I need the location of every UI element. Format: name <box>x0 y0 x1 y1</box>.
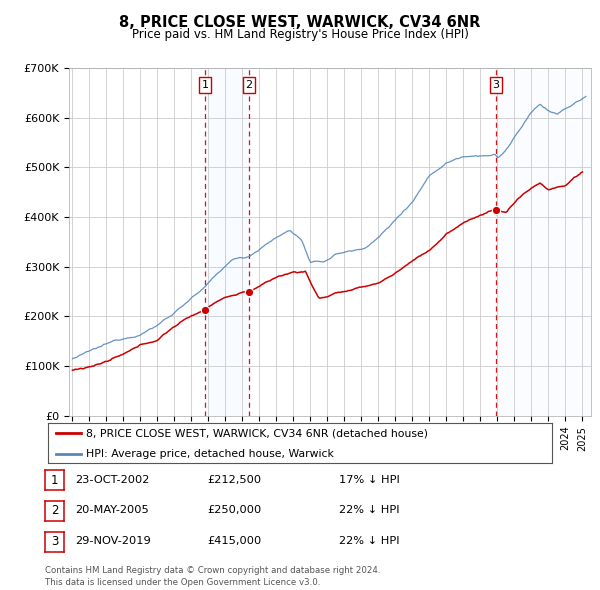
Text: 1: 1 <box>51 474 58 487</box>
Text: 20-MAY-2005: 20-MAY-2005 <box>75 506 149 515</box>
Text: 17% ↓ HPI: 17% ↓ HPI <box>339 475 400 484</box>
Text: 8, PRICE CLOSE WEST, WARWICK, CV34 6NR (detached house): 8, PRICE CLOSE WEST, WARWICK, CV34 6NR (… <box>86 428 428 438</box>
Text: 8, PRICE CLOSE WEST, WARWICK, CV34 6NR: 8, PRICE CLOSE WEST, WARWICK, CV34 6NR <box>119 15 481 30</box>
Text: 3: 3 <box>493 80 499 90</box>
Text: 29-NOV-2019: 29-NOV-2019 <box>75 536 151 546</box>
Text: This data is licensed under the Open Government Licence v3.0.: This data is licensed under the Open Gov… <box>45 578 320 586</box>
Text: 23-OCT-2002: 23-OCT-2002 <box>75 475 149 484</box>
Text: Contains HM Land Registry data © Crown copyright and database right 2024.: Contains HM Land Registry data © Crown c… <box>45 566 380 575</box>
Text: 22% ↓ HPI: 22% ↓ HPI <box>339 536 400 546</box>
Text: Price paid vs. HM Land Registry's House Price Index (HPI): Price paid vs. HM Land Registry's House … <box>131 28 469 41</box>
Text: 1: 1 <box>202 80 209 90</box>
Text: 2: 2 <box>245 80 253 90</box>
Bar <box>205 68 249 416</box>
Text: 3: 3 <box>51 535 58 548</box>
Text: £212,500: £212,500 <box>207 475 261 484</box>
Text: HPI: Average price, detached house, Warwick: HPI: Average price, detached house, Warw… <box>86 450 334 460</box>
Text: 2: 2 <box>51 504 58 517</box>
Text: 22% ↓ HPI: 22% ↓ HPI <box>339 506 400 515</box>
Text: £250,000: £250,000 <box>207 506 261 515</box>
Text: £415,000: £415,000 <box>207 536 261 546</box>
Bar <box>496 68 591 416</box>
